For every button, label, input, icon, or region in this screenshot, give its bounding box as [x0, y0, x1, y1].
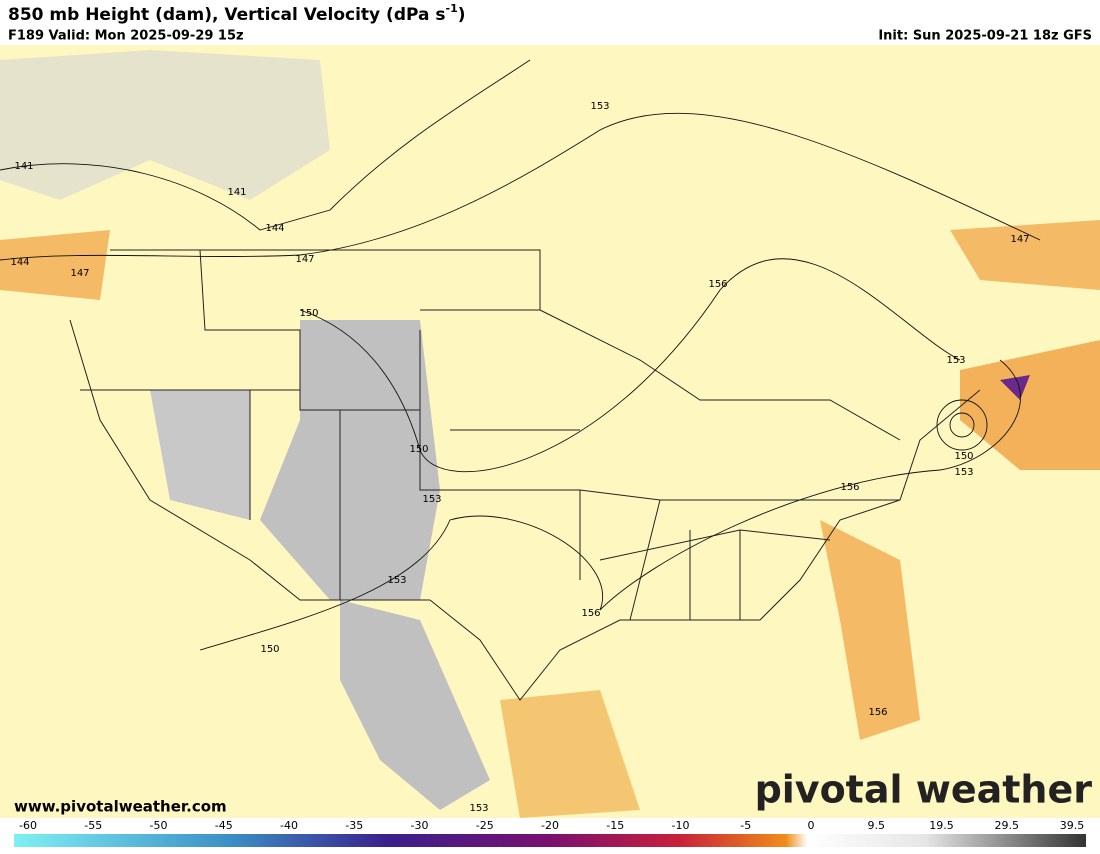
state-borders — [69, 249, 981, 701]
shading — [950, 220, 1100, 290]
contour-labels: 141 141 144 144 147 147 147 150 150 150 153 153 153 1… — [10, 101, 1029, 814]
shading — [500, 690, 640, 818]
colorbar-tick-label: -35 — [345, 819, 363, 832]
contour-label: 153 — [387, 575, 406, 586]
colorbar-tick-label: -5 — [740, 819, 751, 832]
contour-label: 150 — [954, 451, 973, 462]
contour-label: 141 — [227, 187, 246, 198]
shading — [0, 50, 330, 200]
colorbar — [14, 834, 1086, 847]
contour-label: 153 — [946, 355, 965, 366]
shading — [820, 520, 920, 740]
shading — [1000, 375, 1030, 400]
shading — [150, 390, 250, 520]
title-text: 850 mb Height (dam), Vertical Velocity (… — [8, 5, 446, 25]
height-contours — [0, 59, 1041, 651]
colorbar-tick-label: -50 — [150, 819, 168, 832]
logo: pivotal weather — [755, 768, 1093, 812]
contour-label: 144 — [10, 257, 29, 268]
map: 141 141 144 144 147 147 147 150 150 150 153 153 153 1… — [0, 45, 1100, 818]
contour-label: 156 — [868, 707, 887, 718]
contour-label: 153 — [422, 494, 441, 505]
colorbar-tick-label: 29.5 — [995, 819, 1020, 832]
colorbar-tick-label: 19.5 — [929, 819, 954, 832]
title-sup: -1 — [446, 2, 458, 15]
contour-label: 144 — [265, 223, 284, 234]
contour-label: 153 — [954, 467, 973, 478]
contour-label: 150 — [409, 444, 428, 455]
valid-time: F189 Valid: Mon 2025-09-29 15z — [8, 29, 244, 44]
colorbar-tick-label: -25 — [476, 819, 494, 832]
contour-label: 156 — [840, 482, 859, 493]
contour-label: 147 — [295, 254, 314, 265]
colorbar-tick-label: -45 — [215, 819, 233, 832]
colorbar-tick-label: -40 — [280, 819, 298, 832]
colorbar-tick-label: -20 — [541, 819, 559, 832]
title-end: ) — [458, 5, 466, 25]
colorbar-tick-label: -60 — [19, 819, 37, 832]
contour-label: 153 — [590, 101, 609, 112]
colorbar-tick-label: -30 — [411, 819, 429, 832]
website: www.pivotalweather.com — [14, 798, 227, 816]
contour-label: 156 — [708, 279, 727, 290]
contour-label: 156 — [581, 608, 600, 619]
contour-label: 150 — [299, 308, 318, 319]
colorbar-tick-label: -15 — [606, 819, 624, 832]
contour-label: 141 — [14, 161, 33, 172]
colorbar-tick-label: 9.5 — [868, 819, 886, 832]
shading — [340, 600, 490, 810]
shading — [0, 230, 110, 300]
colorbar-tick-label: 39.5 — [1060, 819, 1085, 832]
colorbar-tick-label: -55 — [84, 819, 102, 832]
title: 850 mb Height (dam), Vertical Velocity (… — [8, 2, 466, 25]
colorbar-tick-label: 0 — [808, 819, 815, 832]
contour-label: 150 — [260, 644, 279, 655]
init-time: Init: Sun 2025-09-21 18z GFS — [878, 29, 1092, 44]
colorbar-tick-label: -10 — [672, 819, 690, 832]
colorbar-ticks: -60 -55 -50 -45 -40 -35 -30 -25 -20 -15 -10 -5 0 9.5 1… — [19, 819, 1084, 832]
shading — [960, 340, 1100, 470]
contour-label: 147 — [1010, 234, 1029, 245]
contour-label: 147 — [70, 268, 89, 279]
contour-label: 153 — [469, 803, 488, 814]
